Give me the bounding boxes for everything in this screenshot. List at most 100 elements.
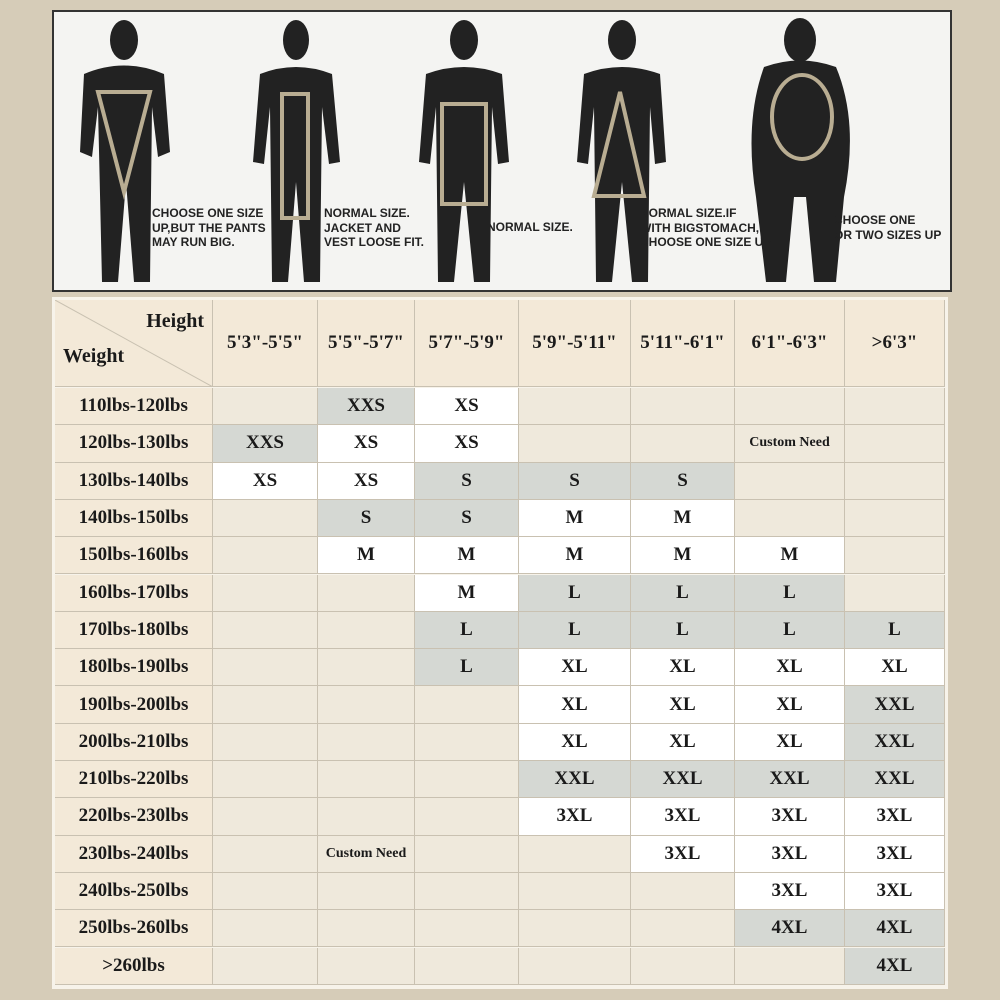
column-header: 6'1"-6'3" <box>735 300 845 387</box>
empty-cell <box>213 649 318 687</box>
empty-cell <box>318 910 415 948</box>
caption-line: JACKET AND <box>324 220 401 235</box>
size-cell: XXL <box>519 761 631 799</box>
empty-cell <box>845 388 945 426</box>
size-cell: M <box>519 537 631 575</box>
row-weight: >260lbs <box>55 947 213 985</box>
empty-cell <box>845 574 945 612</box>
empty-cell <box>213 723 318 761</box>
size-cell: 3XL <box>735 835 845 873</box>
empty-cell <box>845 537 945 575</box>
size-cell: S <box>415 462 519 500</box>
empty-cell <box>845 462 945 500</box>
size-cell: L <box>519 611 631 650</box>
size-cell: S <box>318 499 415 538</box>
size-cell: Custom Need <box>735 425 845 463</box>
caption-line: UP,BUT THE PANTS <box>152 220 266 235</box>
column-header: >6'3" <box>845 300 945 387</box>
size-cell: 4XL <box>845 910 945 948</box>
size-cell: XS <box>415 425 519 463</box>
empty-cell <box>318 723 415 761</box>
size-cell: 3XL <box>845 872 945 911</box>
size-cell: M <box>631 537 735 575</box>
size-cell: 3XL <box>845 798 945 836</box>
size-cell: L <box>415 611 519 650</box>
caption-line: MAY RUN BIG. <box>152 235 235 249</box>
row-weight: 220lbs-230lbs <box>55 798 213 836</box>
row-weight: 200lbs-210lbs <box>55 723 213 761</box>
row-weight: 140lbs-150lbs <box>55 499 213 538</box>
caption: CHOOSE ONE SIZE UP,BUT THE PANTS MAY RUN B… <box>152 206 266 250</box>
diagonal <box>55 300 213 387</box>
caption-line: CHOOSE ONE <box>834 213 916 227</box>
figure-4 <box>577 20 666 282</box>
empty-cell <box>415 761 519 799</box>
caption-line: VEST LOOSE FIT. <box>324 235 425 249</box>
size-cell: XXS <box>213 425 318 463</box>
row-weight: 160lbs-170lbs <box>55 574 213 612</box>
empty-cell <box>845 425 945 463</box>
size-cell: XL <box>735 723 845 761</box>
size-cell: XXL <box>845 761 945 799</box>
size-cell: L <box>735 574 845 612</box>
empty-cell <box>318 872 415 911</box>
column-header: 5'5"-5'7" <box>318 300 415 387</box>
empty-cell <box>213 872 318 911</box>
size-cell: 3XL <box>631 798 735 836</box>
empty-cell <box>519 947 631 985</box>
size-cell: L <box>519 574 631 612</box>
empty-cell <box>415 686 519 724</box>
silhouettes <box>80 18 850 282</box>
empty-cell <box>519 388 631 426</box>
empty-cell <box>318 761 415 799</box>
caption: NORMAL SIZE.IF WITH BIGSTOMACH, CHOOSE ONE… <box>640 206 771 250</box>
empty-cell <box>415 723 519 761</box>
size-cell: L <box>415 649 519 687</box>
empty-cell <box>318 947 415 985</box>
empty-cell <box>415 910 519 948</box>
column-header: 5'9"-5'11" <box>519 300 631 387</box>
size-cell: XL <box>519 686 631 724</box>
size-cell: L <box>735 611 845 650</box>
size-cell: Custom Need <box>318 835 415 873</box>
empty-cell <box>318 798 415 836</box>
size-cell: S <box>631 462 735 500</box>
body-type-panel: CHOOSE ONE SIZE UP,BUT THE PANTS MAY RUN B… <box>52 10 952 292</box>
empty-cell <box>415 798 519 836</box>
empty-cell <box>519 425 631 463</box>
size-cell: XL <box>735 649 845 687</box>
empty-cell <box>845 499 945 538</box>
size-cell: M <box>735 537 845 575</box>
empty-cell <box>415 872 519 911</box>
empty-cell <box>318 649 415 687</box>
size-cell: L <box>631 611 735 650</box>
empty-cell <box>631 872 735 911</box>
size-cell: M <box>415 574 519 612</box>
column-header: 5'11"-6'1" <box>631 300 735 387</box>
caption: NORMAL SIZE. JACKET AND VEST LOOSE FIT. <box>324 206 424 250</box>
size-cell: XS <box>213 462 318 500</box>
empty-cell <box>631 910 735 948</box>
row-weight: 250lbs-260lbs <box>55 910 213 948</box>
figure-2 <box>253 20 340 282</box>
row-weight: 230lbs-240lbs <box>55 835 213 873</box>
row-weight: 190lbs-200lbs <box>55 686 213 724</box>
empty-cell <box>213 761 318 799</box>
size-cell: XL <box>519 723 631 761</box>
empty-cell <box>213 611 318 650</box>
empty-cell <box>631 947 735 985</box>
row-weight: 170lbs-180lbs <box>55 611 213 650</box>
size-cell: XXL <box>735 761 845 799</box>
size-cell: 4XL <box>845 947 945 985</box>
empty-cell <box>213 835 318 873</box>
size-cell: XL <box>631 686 735 724</box>
empty-cell <box>213 574 318 612</box>
empty-cell <box>213 798 318 836</box>
size-cell: XS <box>318 425 415 463</box>
empty-cell <box>735 947 845 985</box>
row-weight: 120lbs-130lbs <box>55 425 213 463</box>
caption: NORMAL SIZE. <box>487 220 573 235</box>
size-cell: M <box>318 537 415 575</box>
figure-5 <box>751 18 850 282</box>
caption-line: CHOOSE ONE SIZE <box>152 206 264 220</box>
